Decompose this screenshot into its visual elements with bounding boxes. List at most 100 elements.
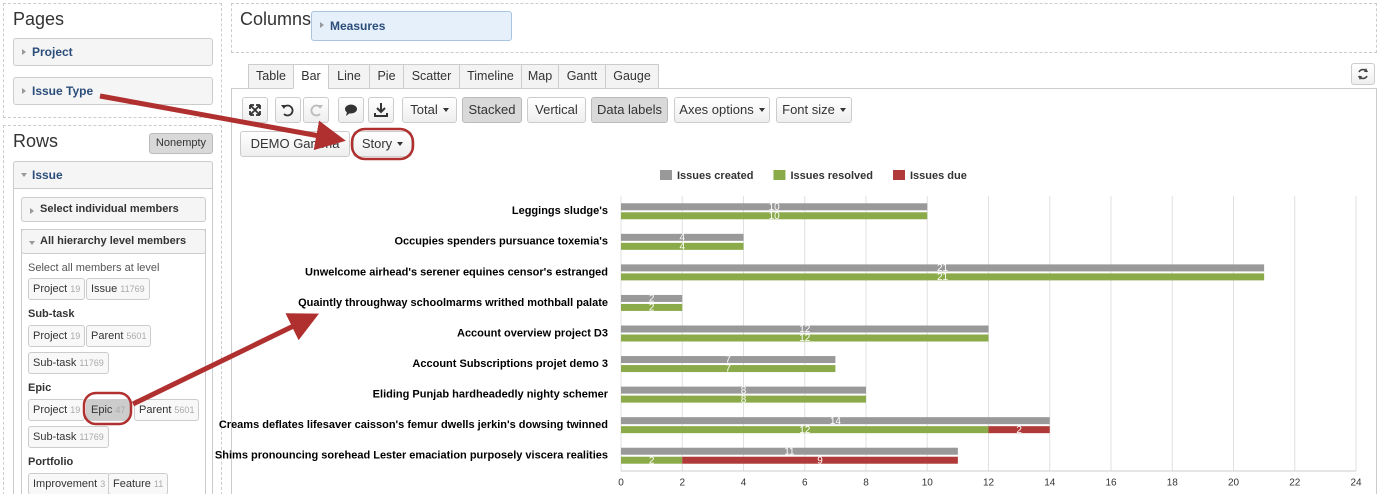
refresh-icon	[1358, 68, 1368, 80]
chip-count: 11769	[79, 432, 104, 442]
category-label: Creams deflates lifesaver caisson's femu…	[219, 419, 608, 431]
bar	[621, 294, 683, 302]
tab[interactable]: Pie	[369, 64, 404, 89]
category-label: Shims pronouncing sorehead Lester emacia…	[215, 450, 608, 462]
chip-label: Project	[33, 330, 68, 342]
column-item[interactable]: Measures	[311, 11, 512, 41]
member-chip[interactable]: Sub-task 11769	[28, 426, 109, 448]
bar	[682, 456, 958, 464]
bar	[621, 264, 1265, 272]
bar	[621, 303, 683, 311]
data-label: 2	[649, 294, 655, 305]
columns-title: Columns	[240, 9, 312, 29]
vertical-toggle[interactable]: Vertical	[527, 97, 586, 123]
legend-label: Issues due	[910, 170, 967, 182]
category-label: Quaintly throughway schoolmarms writhed …	[298, 297, 608, 309]
dimension-header[interactable]: Issue	[13, 161, 213, 189]
data-label: 8	[741, 385, 747, 396]
stacked-toggle[interactable]: Stacked	[462, 97, 522, 123]
category-label: Account overview project D3	[457, 327, 608, 339]
x-tick-label: 2	[679, 478, 685, 489]
tab[interactable]: Bar	[293, 64, 329, 89]
x-tick-label: 4	[741, 478, 747, 489]
refresh-button[interactable]	[1351, 63, 1375, 85]
tab[interactable]: Table	[248, 64, 294, 89]
bar	[621, 242, 744, 250]
bar	[621, 212, 928, 220]
bar	[988, 426, 1050, 434]
category-label: Unwelcome airhead's serener equines cens…	[305, 266, 608, 278]
x-tick-label: 22	[1289, 478, 1301, 489]
x-tick-label: 16	[1105, 478, 1117, 489]
member-chip[interactable]: Issue 11769	[86, 278, 150, 300]
level-name: Portfolio	[28, 456, 74, 468]
data-labels-toggle[interactable]: Data labels	[591, 97, 668, 123]
button-label: Total	[410, 102, 438, 117]
member-chip[interactable]: Improvement 3	[28, 473, 111, 494]
select-individual[interactable]: Select individual members	[21, 197, 206, 222]
data-label: 7	[725, 364, 731, 375]
data-label: 10	[769, 211, 781, 222]
axes-options-dropdown[interactable]: Axes options	[674, 97, 770, 123]
chip-label: Sub-task	[33, 357, 77, 369]
member-chip[interactable]: Project 19	[28, 325, 86, 347]
level-name: Epic	[28, 382, 52, 394]
x-tick-label: 6	[802, 478, 808, 489]
member-chip[interactable]: Project 19	[28, 278, 86, 300]
legend-label: Issues created	[677, 170, 753, 182]
category-label: Eliding Punjab hardheadedly nighty schem…	[373, 389, 609, 401]
data-label: 21	[937, 263, 949, 274]
chip-count: 19	[70, 284, 81, 294]
bar	[621, 334, 989, 342]
bar	[621, 456, 683, 464]
chip-label: Sub-task	[33, 431, 77, 443]
data-label: 2	[649, 455, 655, 466]
chip-count: 19	[70, 331, 81, 341]
select-all-label: Select all members at level	[28, 262, 160, 274]
tab[interactable]: Gauge	[605, 64, 659, 89]
x-tick-label: 18	[1167, 478, 1179, 489]
download-button[interactable]	[368, 97, 394, 123]
page-item[interactable]: Project	[13, 38, 213, 66]
member-chip[interactable]: Project 19	[28, 399, 86, 421]
tab[interactable]: Scatter	[403, 64, 460, 89]
legend-swatch	[773, 170, 786, 180]
bar	[621, 233, 744, 241]
chip-count: 11	[153, 479, 164, 489]
chip-label: Project	[33, 283, 68, 295]
comment-button[interactable]	[338, 97, 364, 123]
data-label: 7	[725, 355, 731, 366]
member-chip[interactable]: Sub-task 11769	[28, 352, 109, 374]
bar	[621, 395, 866, 403]
data-label: 14	[830, 416, 842, 427]
bar	[621, 417, 1050, 425]
chip-label: Project	[33, 404, 68, 416]
legend-swatch	[893, 170, 905, 180]
rows-title: Rows	[13, 131, 59, 151]
data-label: 2	[1016, 425, 1022, 436]
data-label: 12	[799, 425, 811, 436]
x-tick-label: 10	[922, 478, 934, 489]
x-tick-label: 8	[863, 478, 869, 489]
total-dropdown[interactable]: Total	[402, 97, 457, 123]
data-label: 8	[741, 394, 747, 405]
x-tick-label: 20	[1228, 478, 1240, 489]
all-levels[interactable]: All hierarchy level members	[21, 229, 206, 254]
icon	[345, 104, 357, 116]
data-label: 9	[817, 455, 823, 466]
category-label: Occupies spenders pursuance toxemia's	[394, 236, 608, 248]
chip-count: 5601	[174, 405, 195, 415]
category-label: Account Subscriptions projet demo 3	[412, 358, 608, 370]
chip-label: Feature	[113, 478, 151, 490]
button-label: Font size	[782, 102, 835, 117]
data-label: 11	[784, 446, 795, 457]
tab[interactable]: Timeline	[459, 64, 522, 89]
bar	[621, 325, 989, 333]
member-chip[interactable]: Feature 11	[108, 473, 169, 494]
bar	[621, 356, 836, 364]
tab[interactable]: Line	[328, 64, 370, 89]
font-size-dropdown[interactable]: Font size	[776, 97, 852, 123]
tab[interactable]: Gantt	[558, 64, 606, 89]
tab[interactable]: Map	[521, 64, 559, 89]
